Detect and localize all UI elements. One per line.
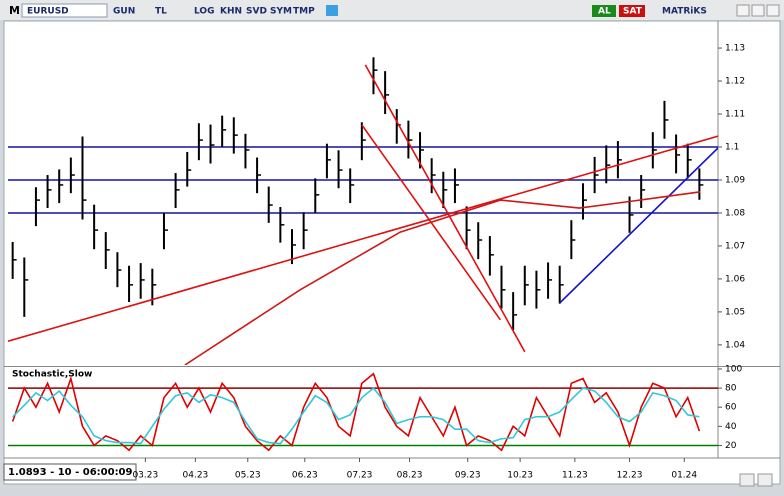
brand: MATRiKS xyxy=(662,7,707,17)
button[interactable]: LOG xyxy=(194,7,214,17)
y-tick-label: 20 xyxy=(725,441,737,451)
twitter-icon[interactable] xyxy=(326,5,338,16)
symbol-box[interactable] xyxy=(21,3,108,18)
y-tick-label: 1.04 xyxy=(725,340,745,350)
overlay-line xyxy=(8,135,718,343)
y-tick-label: 1.05 xyxy=(725,307,745,317)
series-line xyxy=(11,372,701,452)
y-tick-label: 80 xyxy=(725,384,737,394)
x-tick-label: 05.23 xyxy=(235,471,261,481)
logo: M xyxy=(9,4,20,17)
button[interactable]: SYM xyxy=(270,7,292,17)
y-tick-label: 1.11 xyxy=(725,110,745,120)
y-tick-label: 1.06 xyxy=(725,274,745,284)
scroll-button[interactable] xyxy=(739,473,755,487)
x-tick-label: 06.23 xyxy=(292,471,318,481)
x-tick-label: 07.23 xyxy=(347,471,373,481)
y-tick-label: 1.13 xyxy=(725,44,745,54)
buy-button[interactable] xyxy=(592,5,616,17)
x-tick-label: 10.23 xyxy=(507,471,533,481)
indicator-title: Stochastic,Slow xyxy=(12,370,92,380)
button[interactable]: KHN xyxy=(220,7,242,17)
x-tick-label: 11.23 xyxy=(562,471,588,481)
y-tick-label: 1.07 xyxy=(725,241,745,251)
buy-label[interactable]: AL xyxy=(598,7,611,17)
series-line xyxy=(12,386,700,445)
toolbar xyxy=(0,0,784,20)
status-box xyxy=(3,463,137,481)
x-tick-label: 03.23 xyxy=(132,471,158,481)
x-tick-label: 09.23 xyxy=(455,471,481,481)
symbol[interactable]: EURUSD xyxy=(27,7,69,17)
button[interactable]: SVD xyxy=(246,7,267,17)
y-tick-label: 1.12 xyxy=(725,77,745,87)
chart-area xyxy=(3,20,781,485)
y-tick-label: 40 xyxy=(725,422,737,432)
sell-button[interactable] xyxy=(619,5,645,17)
sell-label[interactable]: SAT xyxy=(623,7,643,17)
y-tick-label: 1.09 xyxy=(725,175,745,185)
button[interactable]: TL xyxy=(155,7,167,17)
y-tick-label: 1.08 xyxy=(725,208,745,218)
x-tick-label: 08.23 xyxy=(397,471,423,481)
y-tick-label: 100 xyxy=(725,364,742,374)
button[interactable]: TMP xyxy=(293,7,315,17)
close[interactable] xyxy=(766,4,780,17)
scroll-button[interactable] xyxy=(757,473,773,487)
overlay-line xyxy=(364,64,526,353)
x-tick-label: 04.23 xyxy=(183,471,209,481)
overlay-line xyxy=(559,147,718,304)
overlay-line xyxy=(184,191,701,365)
minimize[interactable] xyxy=(736,4,750,17)
x-tick-label: 12.23 xyxy=(617,471,643,481)
y-tick-label: 60 xyxy=(725,403,737,413)
maximize[interactable] xyxy=(751,4,765,17)
y-tick-label: 1.1 xyxy=(725,142,739,152)
x-tick-label: 01.24 xyxy=(671,471,697,481)
button[interactable]: GUN xyxy=(113,7,135,17)
status: 1.0893 - 10 - 06:00:09 xyxy=(8,467,133,478)
